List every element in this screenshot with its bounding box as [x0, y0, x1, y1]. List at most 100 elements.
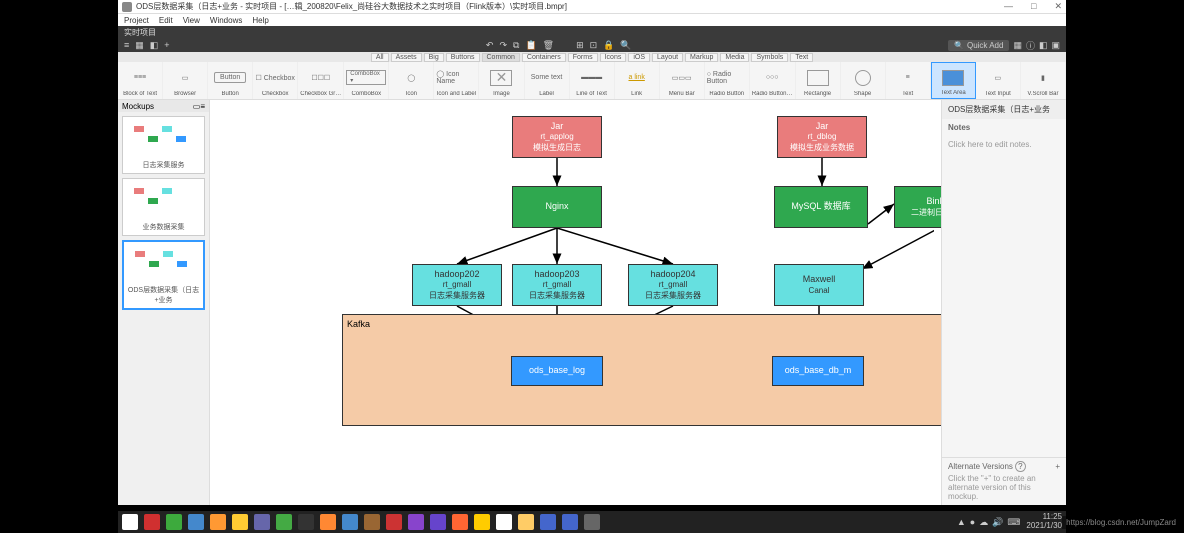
node-mysql[interactable]: MySQL 数据库	[774, 186, 868, 228]
thumbnail[interactable]: ODS层数据采集（日志+业务	[122, 240, 205, 310]
quick-add[interactable]: 🔍 Quick Add	[948, 40, 1009, 51]
ribbon-menu-bar[interactable]: ▭▭▭Menu Bar	[660, 62, 705, 99]
thumbnail[interactable]: 日志采集服务	[122, 116, 205, 174]
filter-all[interactable]: All	[371, 53, 389, 62]
ribbon-text[interactable]: ≡Text	[886, 62, 931, 99]
taskbar-app-icon[interactable]	[298, 514, 314, 530]
taskbar-app-icon[interactable]	[122, 514, 138, 530]
taskbar-app-icon[interactable]	[320, 514, 336, 530]
thumbnail[interactable]: 业务数据采集	[122, 178, 205, 236]
filter-assets[interactable]: Assets	[391, 53, 422, 62]
copy-icon[interactable]: ⧉	[513, 40, 519, 51]
filter-icons[interactable]: Icons	[600, 53, 627, 62]
canvas[interactable]: KafkaJarrt_applog模拟生成日志Jarrt_dblog模拟生成业务…	[210, 100, 941, 505]
taskbar-app-icon[interactable]	[562, 514, 578, 530]
taskbar-app-icon[interactable]	[232, 514, 248, 530]
ribbon-button[interactable]: ButtonButton	[208, 62, 253, 99]
ribbon-text-input[interactable]: ▭Text Input	[976, 62, 1021, 99]
ribbon-icon-and-label[interactable]: ◯ Icon NameIcon and Label	[434, 62, 479, 99]
node-h1[interactable]: hadoop202rt_gmall日志采集服务器	[412, 264, 502, 306]
tray-icon[interactable]: ●	[970, 517, 975, 527]
filter-buttons[interactable]: Buttons	[446, 53, 480, 62]
minimize-button[interactable]: —	[1004, 1, 1013, 12]
tray-icon[interactable]: ⌨	[1007, 517, 1020, 528]
tray-icon[interactable]: ▲	[957, 517, 966, 527]
node-nginx[interactable]: Nginx	[512, 186, 602, 228]
help-icon[interactable]: ?	[1015, 461, 1025, 472]
add-version-button[interactable]: +	[1055, 462, 1060, 471]
tray-icon[interactable]: 🔊	[992, 517, 1003, 528]
ribbon-block-of-text[interactable]: ≡≡≡Block of Text	[118, 62, 163, 99]
paste-icon[interactable]: 📋	[525, 40, 536, 51]
redo-icon[interactable]: ↷	[499, 40, 507, 51]
menu-project[interactable]: Project	[124, 16, 149, 25]
undo-icon[interactable]: ↶	[486, 40, 494, 51]
taskbar-app-icon[interactable]	[276, 514, 292, 530]
taskbar-app-icon[interactable]	[364, 514, 380, 530]
taskbar-app-icon[interactable]	[584, 514, 600, 530]
menu-icon[interactable]: ≡	[124, 40, 129, 50]
notes-field[interactable]: Click here to edit notes.	[942, 136, 1066, 153]
filter-layout[interactable]: Layout	[652, 53, 683, 62]
taskbar-app-icon[interactable]	[342, 514, 358, 530]
filter-media[interactable]: Media	[720, 53, 749, 62]
node-h2[interactable]: hadoop203rt_gmall日志采集服务器	[512, 264, 602, 306]
ribbon-radio-button-[interactable]: ○○○Radio Button…	[750, 62, 796, 99]
close-button[interactable]: ✕	[1054, 1, 1062, 12]
filter-symbols[interactable]: Symbols	[751, 53, 788, 62]
filter-common[interactable]: Common	[482, 53, 520, 62]
lock-icon[interactable]: 🔒	[603, 40, 614, 51]
toggle-2-icon[interactable]: ◧	[1039, 40, 1048, 51]
ribbon-combobox[interactable]: ComboBox ▾ComboBox	[344, 62, 389, 99]
ribbon-v-scroll-bar[interactable]: ▮V.Scroll Bar	[1021, 62, 1066, 99]
filter-forms[interactable]: Forms	[568, 53, 598, 62]
menu-help[interactable]: Help	[252, 16, 268, 25]
taskbar-app-icon[interactable]	[474, 514, 490, 530]
toggle-3-icon[interactable]: ▣	[1051, 40, 1060, 51]
node-h3[interactable]: hadoop204rt_gmall日志采集服务器	[628, 264, 718, 306]
delete-icon[interactable]: 🗑	[543, 40, 554, 51]
info-icon[interactable]: ⓘ	[1026, 39, 1035, 52]
ribbon-shape[interactable]: Shape	[841, 62, 886, 99]
taskbar-app-icon[interactable]	[408, 514, 424, 530]
filter-ios[interactable]: iOS	[628, 53, 650, 62]
clock[interactable]: 11:25 2021/1/30	[1026, 513, 1062, 531]
sidebar-toggle-icon[interactable]: ▭≡	[193, 102, 205, 111]
taskbar-app-icon[interactable]	[518, 514, 534, 530]
toggle-1-icon[interactable]: ▦	[1013, 40, 1022, 51]
maximize-button[interactable]: □	[1031, 1, 1036, 12]
taskbar-app-icon[interactable]	[210, 514, 226, 530]
align-icon[interactable]: ⊞	[576, 40, 584, 51]
ribbon-icon[interactable]: ◯Icon	[389, 62, 434, 99]
ribbon-label[interactable]: Some textLabel	[525, 62, 570, 99]
taskbar-app-icon[interactable]	[452, 514, 468, 530]
ribbon-radio-button[interactable]: ○ Radio ButtonRadio Button	[705, 62, 750, 99]
ribbon-link[interactable]: a linkLink	[615, 62, 660, 99]
filter-big[interactable]: Big	[424, 53, 444, 62]
taskbar-app-icon[interactable]	[496, 514, 512, 530]
taskbar-app-icon[interactable]	[166, 514, 182, 530]
node-odsdb[interactable]: ods_base_db_m	[772, 356, 864, 386]
ribbon-line-of-text[interactable]: ▬▬▬Line of Text	[570, 62, 615, 99]
ribbon-checkbox-gr-[interactable]: ☐☐☐Checkbox Gr…	[298, 62, 344, 99]
tab-active[interactable]: 实时项目	[124, 27, 156, 38]
panel-icon[interactable]: ◧	[150, 40, 159, 51]
taskbar-app-icon[interactable]	[144, 514, 160, 530]
group-icon[interactable]: ⊡	[590, 40, 598, 51]
ribbon-image[interactable]: ✕Image	[479, 62, 524, 99]
add-icon[interactable]: +	[164, 40, 169, 50]
ribbon-rectangle[interactable]: Rectangle	[796, 62, 841, 99]
node-odslog[interactable]: ods_base_log	[511, 356, 603, 386]
menu-windows[interactable]: Windows	[210, 16, 242, 25]
filter-containers[interactable]: Containers	[522, 53, 566, 62]
node-maxwell[interactable]: MaxwellCanal	[774, 264, 864, 306]
taskbar-app-icon[interactable]	[540, 514, 556, 530]
taskbar-app-icon[interactable]	[386, 514, 402, 530]
ribbon-browser[interactable]: ▭Browser	[163, 62, 208, 99]
zoom-icon[interactable]: 🔍	[620, 40, 631, 51]
filter-markup[interactable]: Markup	[685, 53, 718, 62]
node-jar1[interactable]: Jarrt_applog模拟生成日志	[512, 116, 602, 158]
menu-view[interactable]: View	[183, 16, 200, 25]
taskbar-app-icon[interactable]	[430, 514, 446, 530]
tray-icon[interactable]: ☁	[979, 517, 988, 528]
